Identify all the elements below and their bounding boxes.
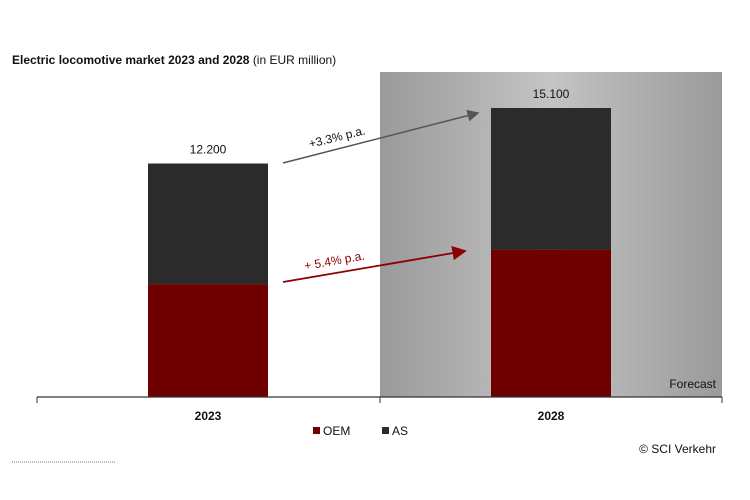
legend-label: AS xyxy=(392,424,408,438)
x-tick-label: 2023 xyxy=(195,409,222,423)
bar-segment xyxy=(148,284,268,397)
bar-segment xyxy=(491,249,611,397)
legend-label: OEM xyxy=(323,424,350,438)
bar-segment xyxy=(491,108,611,250)
legend-swatch xyxy=(313,427,320,434)
legend-swatch xyxy=(382,427,389,434)
annotation: Forecast xyxy=(669,377,716,391)
annotation: +3.3% p.a. xyxy=(307,123,366,151)
x-tick-label: 2028 xyxy=(538,409,565,423)
title-text: Electric locomotive market 2023 and 2028 xyxy=(12,53,250,67)
subtitle: (in EUR million) xyxy=(253,53,336,67)
growth-arrow xyxy=(282,246,467,283)
chart-title: Electric locomotive market 2023 and 2028… xyxy=(12,53,336,67)
total-label: 15.100 xyxy=(533,87,570,101)
growth-arrow xyxy=(282,109,480,164)
total-label: 12.200 xyxy=(190,143,227,157)
source-note: © SCI Verkehr xyxy=(639,442,716,456)
bar-segment xyxy=(148,163,268,285)
